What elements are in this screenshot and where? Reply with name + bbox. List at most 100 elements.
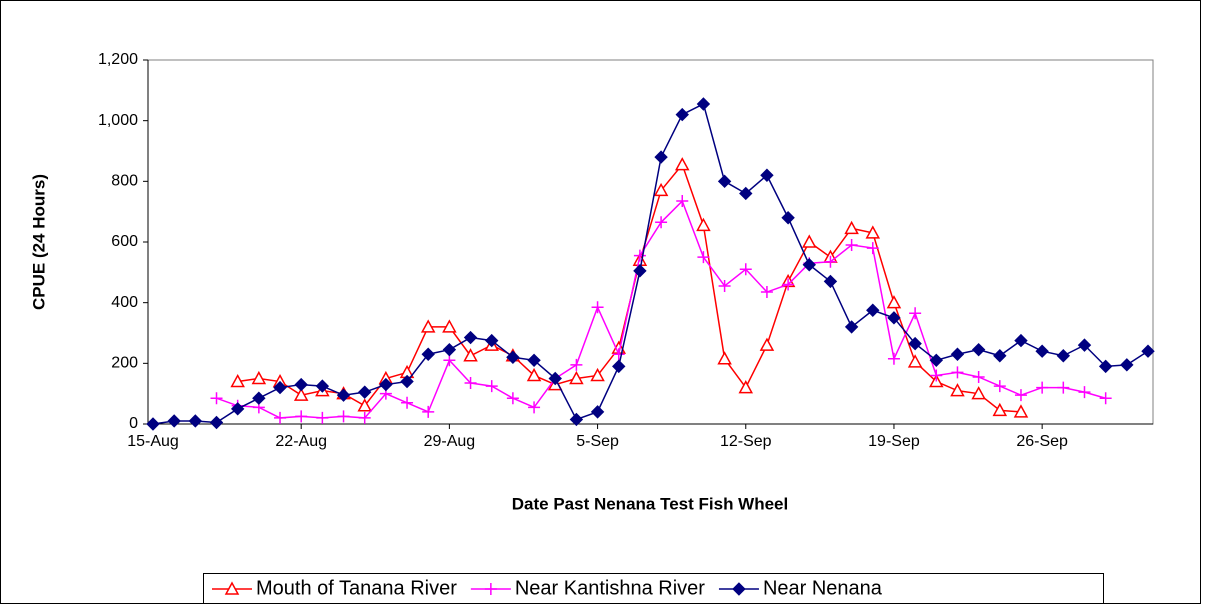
x-tick-label: 19-Sep [868,433,920,450]
data-point [400,374,414,389]
data-point [1077,338,1092,352]
data-point [167,414,181,428]
data-point [528,401,541,414]
data-point [357,385,372,399]
data-point [251,370,267,385]
data-point [1099,392,1112,405]
data-point [1036,381,1049,394]
data-point [548,371,562,386]
data-point [823,274,838,289]
legend-marker [224,581,240,595]
data-point [379,377,393,392]
data-point [442,342,457,357]
data-point [294,377,308,392]
x-tick-label: 5-Sep [576,433,619,450]
legend-label: Mouth of Tanana River [256,577,457,599]
data-point [506,392,519,405]
data-point [569,412,584,427]
y-tick-label: 600 [111,233,138,250]
data-point [655,216,668,229]
x-tick-label: 26-Sep [1016,433,1068,450]
data-point [316,411,329,424]
data-point [590,367,605,382]
data-point [866,242,879,255]
data-point [590,405,605,419]
data-point [717,174,732,189]
data-point [824,255,837,268]
data-point [506,350,520,364]
data-point [1057,381,1070,394]
data-point [422,405,435,418]
data-point [295,410,308,423]
data-point [1141,344,1155,358]
y-tick-label: 200 [111,355,138,372]
data-point [696,97,711,111]
legend-marker [484,583,497,595]
data-point [950,347,965,361]
data-point [674,157,690,171]
y-tick-label: 1,000 [98,112,138,129]
y-axis-title: CPUE (24 Hours) [29,174,48,310]
data-point [909,307,922,320]
data-point [1014,389,1027,402]
data-point [676,195,689,208]
data-point [463,330,478,345]
data-point [930,369,943,382]
data-point [886,295,902,309]
data-point [570,358,583,371]
data-point [612,348,625,361]
data-point [485,333,499,348]
data-point [569,370,584,385]
data-point [421,347,435,361]
data-point [992,402,1008,417]
data-point [971,342,986,357]
data-point [993,380,1006,393]
data-point [972,370,985,383]
y-tick-label: 1,200 [98,51,138,68]
data-point [612,359,626,374]
data-point [633,264,647,278]
data-point [908,336,922,351]
data-point [420,319,436,333]
data-point [782,278,795,291]
data-point [865,225,881,239]
data-point [718,279,731,292]
data-point [950,383,965,397]
data-point [1056,349,1071,363]
data-point [760,286,773,299]
data-point [209,415,224,430]
data-point [1013,404,1029,418]
data-point [802,258,816,272]
data-point [293,387,309,401]
data-point [1098,359,1113,374]
x-axis-title: Date Past Nenana Test Fish Wheel [512,494,788,513]
data-point [866,303,880,317]
data-point [907,354,923,368]
legend-label: Near Kantishna River [515,577,705,599]
data-point [358,411,371,424]
y-tick-label: 400 [111,294,138,311]
data-point [463,348,478,362]
data-point [738,380,754,394]
data-point [357,398,372,412]
data-point [315,379,330,393]
legend-marker [732,582,746,596]
legend-label: Near Nenana [763,577,883,599]
x-tick-label: 22-Aug [275,433,327,450]
data-point [1078,386,1091,399]
data-point [675,107,689,122]
data-point [845,239,858,252]
data-point [146,417,160,431]
data-point [951,366,964,379]
data-point [401,396,414,409]
data-point [188,414,203,428]
data-point [653,182,669,197]
data-point [760,168,774,182]
legend [203,573,1104,604]
data-point [485,380,498,393]
data-point [781,211,795,225]
data-point [739,186,753,201]
data-point [717,351,732,365]
